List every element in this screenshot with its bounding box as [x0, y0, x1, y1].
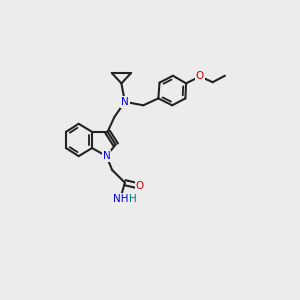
Text: N: N — [103, 151, 110, 161]
Text: NH: NH — [112, 194, 128, 204]
Text: N: N — [121, 97, 129, 107]
Text: O: O — [136, 181, 144, 191]
Text: O: O — [196, 71, 204, 81]
Text: H: H — [129, 194, 137, 204]
